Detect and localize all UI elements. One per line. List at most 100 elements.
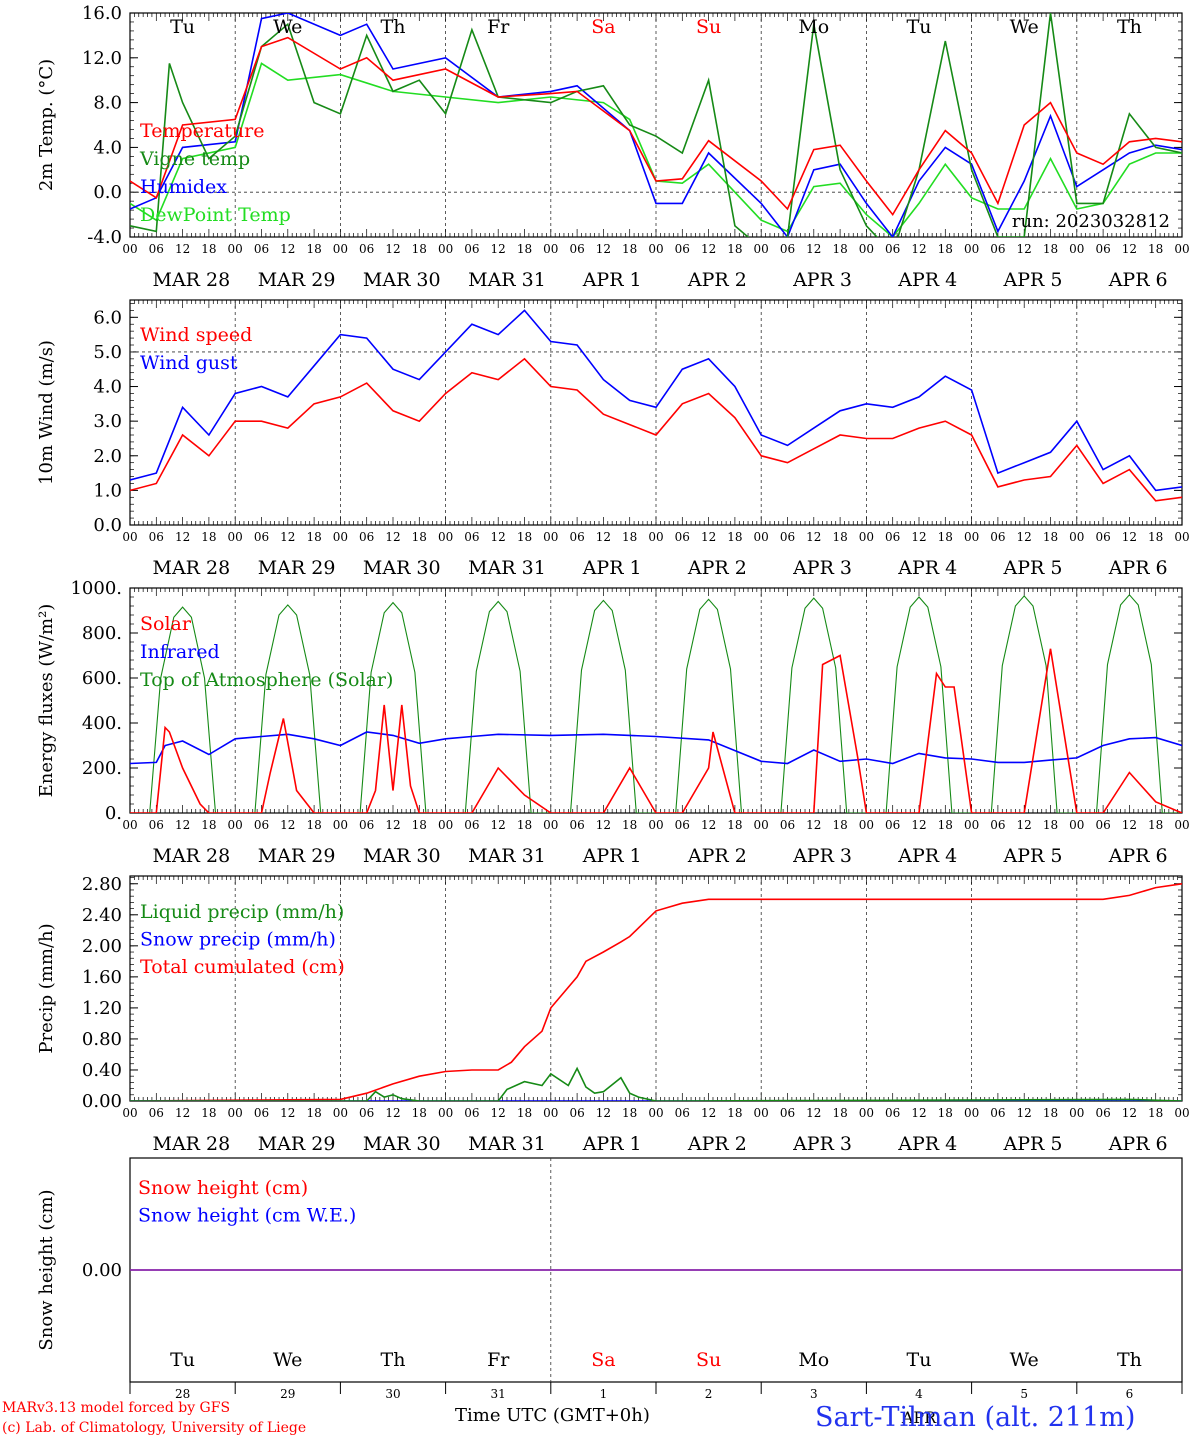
date-label: MAR 30 <box>363 1133 441 1155</box>
weekday-label: Th <box>1117 16 1142 38</box>
legend-entry: Liquid precip (mm/h) <box>140 901 344 923</box>
date-label: APR 4 <box>897 557 957 579</box>
y-tick-label: 8.0 <box>93 93 122 114</box>
hour-tick-label: 18 <box>1043 242 1058 256</box>
hour-tick-label: 06 <box>1095 1106 1110 1120</box>
lab-credit: (c) Lab. of Climatology, University of L… <box>2 1420 307 1436</box>
hour-tick-label: 12 <box>385 1106 400 1120</box>
hour-tick-label: 12 <box>491 242 506 256</box>
run-annotation: run: 2023032812 <box>1012 211 1170 232</box>
x-axis-title: Time UTC (GMT+0h) <box>455 1405 650 1426</box>
y-tick-label: 1000. <box>70 578 122 599</box>
hour-tick-label: 12 <box>596 818 611 832</box>
hour-tick-label: 12 <box>911 530 926 544</box>
hour-tick-label: 12 <box>280 818 295 832</box>
hour-tick-label: 06 <box>885 1106 900 1120</box>
y-tick-label: 1.20 <box>82 998 122 1019</box>
hour-tick-label: 18 <box>517 1106 532 1120</box>
hour-tick-label: 18 <box>412 530 427 544</box>
hour-tick-label: 06 <box>254 818 269 832</box>
weekday-label: Mo <box>798 1349 829 1371</box>
hour-tick-label: 12 <box>911 1106 926 1120</box>
date-label: APR 6 <box>1108 557 1168 579</box>
hour-tick-label: 12 <box>911 242 926 256</box>
hour-tick-label: 12 <box>385 530 400 544</box>
weekday-label: Fr <box>487 1349 510 1371</box>
date-label: APR 6 <box>1108 269 1168 291</box>
hour-tick-label: 00 <box>438 1106 453 1120</box>
date-label: APR 5 <box>1002 269 1062 291</box>
day-number-label: 31 <box>491 1387 506 1401</box>
y-axis-title: 2m Temp. (°C) <box>36 59 57 191</box>
hour-tick-label: 18 <box>622 818 637 832</box>
hour-tick-label: 18 <box>938 242 953 256</box>
date-label: APR 3 <box>792 269 852 291</box>
hour-tick-label: 18 <box>306 242 321 256</box>
weekday-label: Su <box>696 1349 721 1371</box>
day-number-label: 29 <box>280 1387 295 1401</box>
date-label: APR 2 <box>687 269 747 291</box>
weekday-label: Tu <box>170 16 195 38</box>
series-line-red <box>130 357 1182 502</box>
hour-tick-label: 06 <box>780 530 795 544</box>
hour-tick-label: 00 <box>438 242 453 256</box>
day-number-label: 2 <box>705 1387 713 1401</box>
y-tick-label: 0.0 <box>93 515 122 536</box>
y-tick-label: 12.0 <box>82 48 122 69</box>
hour-tick-label: 12 <box>1122 1106 1137 1120</box>
weekday-label: We <box>1010 1349 1039 1371</box>
day-number-label: 28 <box>175 1387 190 1401</box>
legend-entry: DewPoint Temp <box>140 204 291 226</box>
y-axis-title: Energy fluxes (W/m²) <box>36 604 57 798</box>
hour-tick-label: 18 <box>517 242 532 256</box>
hour-tick-label: 00 <box>648 530 663 544</box>
hour-tick-label: 12 <box>596 242 611 256</box>
hour-tick-label: 12 <box>701 818 716 832</box>
series-line-blue <box>130 731 1182 765</box>
hour-tick-label: 12 <box>911 818 926 832</box>
hour-tick-label: 12 <box>806 1106 821 1120</box>
hour-tick-label: 18 <box>306 1106 321 1120</box>
weekday-label: Th <box>381 1349 406 1371</box>
date-label: APR 1 <box>582 557 642 579</box>
series-line-red <box>130 36 1182 217</box>
hour-tick-label: 18 <box>1148 1106 1163 1120</box>
hour-tick-label: 06 <box>464 530 479 544</box>
y-tick-label: 6.0 <box>93 307 122 328</box>
hour-tick-label: 00 <box>122 530 137 544</box>
date-label: MAR 31 <box>468 269 546 291</box>
legend-entry: Infrared <box>140 641 220 663</box>
hour-tick-label: 12 <box>1017 242 1032 256</box>
hour-tick-label: 06 <box>1095 530 1110 544</box>
hour-tick-label: 12 <box>385 242 400 256</box>
hour-tick-label: 18 <box>832 1106 847 1120</box>
y-tick-label: 3.0 <box>93 411 122 432</box>
legend-entry: Humidex <box>140 176 227 198</box>
hour-tick-label: 18 <box>727 818 742 832</box>
date-label: APR 5 <box>1002 845 1062 867</box>
hour-tick-label: 00 <box>228 818 243 832</box>
hour-tick-label: 00 <box>333 1106 348 1120</box>
hour-tick-label: 06 <box>990 1106 1005 1120</box>
panel-1: -4.0 0.0 4.0 8.0 12.0 16.0 2m Temp. (°C) Temper… <box>36 3 1190 291</box>
legend-entry: Solar <box>140 613 192 635</box>
hour-tick-label: 06 <box>359 242 374 256</box>
y-tick-label: 0.80 <box>82 1029 122 1050</box>
hour-tick-label: 12 <box>806 242 821 256</box>
date-label: APR 2 <box>687 845 747 867</box>
hour-tick-label: 06 <box>675 242 690 256</box>
hour-tick-label: 18 <box>1043 818 1058 832</box>
legend-entry: Total cumulated (cm) <box>140 956 345 978</box>
hour-tick-label: 06 <box>359 818 374 832</box>
hour-tick-label: 18 <box>412 242 427 256</box>
y-tick-label: 2.0 <box>93 446 122 467</box>
hour-tick-label: 12 <box>280 530 295 544</box>
hour-tick-label: 06 <box>359 1106 374 1120</box>
hour-tick-label: 00 <box>543 1106 558 1120</box>
legend-entry: Vigne temp <box>139 148 250 170</box>
day-number-label: 3 <box>810 1387 818 1401</box>
hour-tick-label: 18 <box>201 242 216 256</box>
date-label: APR 3 <box>792 845 852 867</box>
date-label: APR 6 <box>1108 845 1168 867</box>
plot-frame <box>129 299 1183 526</box>
